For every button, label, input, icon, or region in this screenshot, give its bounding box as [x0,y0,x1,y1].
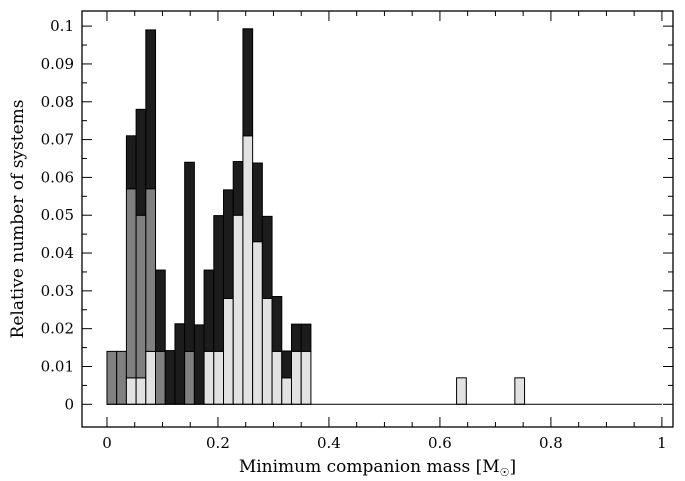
x-tick-label: 0.4 [317,434,341,452]
bar-segment [213,350,225,405]
bar-segment [155,350,166,405]
y-tick-label: 0.1 [50,17,74,35]
y-axis-label: Relative number of systems [8,100,28,339]
y-tick-label: 0.07 [41,131,74,149]
bar-segment [116,350,127,405]
bar-segment [135,108,147,216]
x-tick-label: 1 [657,434,667,452]
bar-segment [281,377,292,405]
bar-segment [281,350,292,379]
ticks-layer [82,11,673,427]
bar-segment [290,323,302,352]
y-tick-label: 0.09 [41,55,74,73]
x-tick-label: 0.2 [206,434,230,452]
y-tick-label: 0 [64,395,74,413]
bar-segment [203,269,215,352]
bar-segment [252,241,263,405]
bar-segment [164,350,176,405]
bar-segment [193,324,205,405]
bar-segment [300,350,312,405]
x-tick-label: 0 [102,434,112,452]
bar-segment [125,135,137,190]
bar-segment [135,214,147,379]
x-axis-label-main: Minimum companion mass [M [239,457,500,477]
bar-segment [271,350,283,405]
bar-segment [174,323,186,405]
bar-segment [203,350,215,405]
y-tick-label: 0.06 [41,168,74,186]
bar-segment [125,377,137,405]
bar-segment [135,377,147,405]
plot-frame [81,10,674,428]
bar-segment [232,214,244,405]
bar-segment [145,188,157,352]
bar-segment [261,215,273,299]
y-tick-label: 0.02 [41,320,74,338]
bar-segment [223,297,234,405]
bar-segment [232,161,244,216]
y-tick-label: 0.03 [41,282,74,300]
x-axis-label-close: ] [510,457,517,477]
bar-segment [252,162,263,243]
x-tick-label: 0.6 [428,434,452,452]
bar-segment [223,189,234,299]
bar-segment [155,269,166,352]
bar-segment [145,29,157,190]
bar-outline [456,377,467,405]
y-tick-label: 0.05 [41,206,74,224]
y-tick-label: 0.01 [41,357,74,375]
bar-segment [271,296,283,352]
bar-outline [514,377,526,405]
y-tick-label: 0.04 [41,244,74,262]
y-tick-labels: 0 0.01 0.02 0.03 0.04 0.05 0.06 0.07 0.08 0.09 0.1 [41,17,74,413]
y-tick-label: 0.08 [41,93,74,111]
x-axis-label: Minimum companion mass [M☉] [239,457,516,479]
bar-segment [261,297,273,405]
bar-segment [290,350,302,405]
bar-segment [184,161,195,352]
bar-segment [242,28,254,137]
bar-segment [184,350,195,405]
bar-segment [125,188,137,379]
bar-segment [106,350,118,405]
x-tick-label: 0.8 [539,434,563,452]
bar-segment [242,135,254,405]
bar-segment [300,323,312,352]
bar-segment [145,350,157,405]
x-tick-labels: 0 0.2 0.4 0.6 0.8 1 [102,434,666,452]
bar-segment [213,215,225,352]
x-axis-label-sun-symbol: ☉ [500,466,510,479]
bars-layer [106,28,662,405]
